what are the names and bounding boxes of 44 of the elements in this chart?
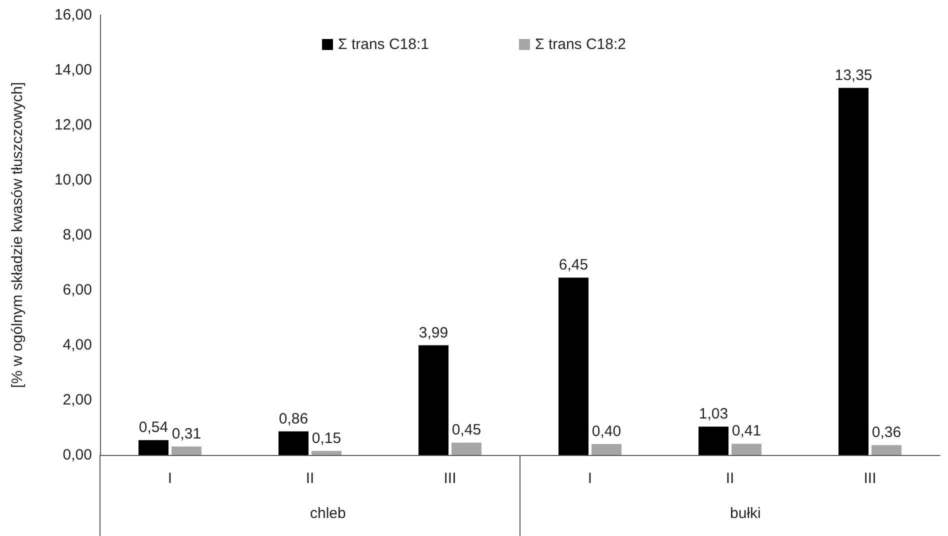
y-tick-label: 0,00 (62, 446, 92, 464)
bar (138, 440, 168, 455)
data-label: 0,86 (278, 410, 308, 428)
y-tick-label: 6,00 (62, 282, 92, 298)
legend-label: Σ trans C18:2 (535, 36, 626, 53)
text: chleb (310, 505, 346, 522)
x-tick-label: III (864, 470, 876, 487)
y-tick-label: 14,00 (54, 62, 92, 78)
x-tick-label: III (444, 470, 456, 487)
data-label: 0,36 (872, 424, 902, 442)
y-tick-label: 8,00 (62, 226, 92, 244)
data-label: 0,15 (312, 430, 342, 447)
data-label: 0,40 (592, 423, 622, 440)
y-axis-title: [% w ogólnym składzie kwasów tłuszczowych] (9, 82, 26, 388)
data-label: 0,31 (172, 425, 202, 442)
bar (278, 431, 308, 455)
x-tick-label: I (168, 470, 172, 487)
bar (452, 442, 482, 455)
bar (172, 446, 202, 455)
data-label: 0,45 (452, 422, 482, 439)
y-tick-label: 2,00 (62, 392, 92, 408)
legend-label: Σ trans C18:1 (338, 36, 430, 53)
x-tick-label: I (588, 470, 592, 487)
y-tick-label: 10,00 (54, 172, 92, 188)
y-tick-label: 12,00 (54, 116, 92, 134)
x-tick-label: II (306, 470, 314, 487)
bar (312, 450, 342, 455)
bar (732, 444, 762, 455)
bar (418, 345, 448, 455)
text: bułki (730, 505, 761, 522)
y-tick-label: 4,00 (62, 336, 92, 354)
bar (592, 444, 622, 455)
x-tick-label: II (726, 470, 734, 487)
data-label: 3,99 (418, 324, 448, 342)
data-label: 0,41 (732, 422, 762, 440)
data-label: 6,45 (558, 256, 588, 274)
data-label: 13,35 (834, 66, 872, 84)
bar (838, 88, 868, 455)
y-tick-label: 16,00 (54, 6, 92, 24)
bar (698, 426, 728, 455)
data-label: 1,03 (698, 406, 728, 423)
data-label: 0,54 (138, 419, 168, 436)
bar (872, 445, 902, 455)
bar (558, 278, 588, 455)
